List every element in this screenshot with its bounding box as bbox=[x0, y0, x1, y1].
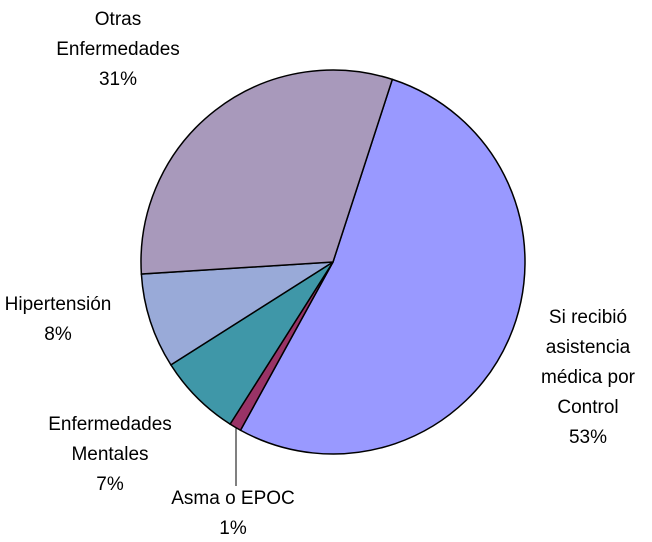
percent-label: 8% bbox=[44, 324, 72, 345]
category-name: Enfermedades Mentales bbox=[48, 414, 172, 465]
slice-label: Hipertensión 8% bbox=[5, 290, 112, 350]
pie-slice bbox=[239, 78, 526, 455]
category-name: Asma o EPOC bbox=[171, 488, 295, 509]
category-name: Hipertensión bbox=[4, 294, 112, 315]
percent-label: 7% bbox=[96, 474, 124, 495]
slice-label: Enfermedades Mentales 7% bbox=[35, 410, 185, 500]
pie-slice bbox=[140, 69, 394, 275]
percent-label: 31% bbox=[98, 69, 138, 90]
percent-label: 1% bbox=[219, 518, 247, 539]
slice-label: Si recibió asistencia médica por Control… bbox=[533, 303, 643, 453]
category-name: Si recibió asistencia médica por Control bbox=[541, 307, 635, 418]
percent-label: 53% bbox=[568, 427, 608, 448]
slice-label: Otras Enfermedades 31% bbox=[43, 5, 193, 95]
pie-slice bbox=[140, 261, 334, 366]
slice-label: Asma o EPOC 1% bbox=[171, 484, 295, 542]
category-name: Otras Enfermedades bbox=[56, 9, 180, 60]
